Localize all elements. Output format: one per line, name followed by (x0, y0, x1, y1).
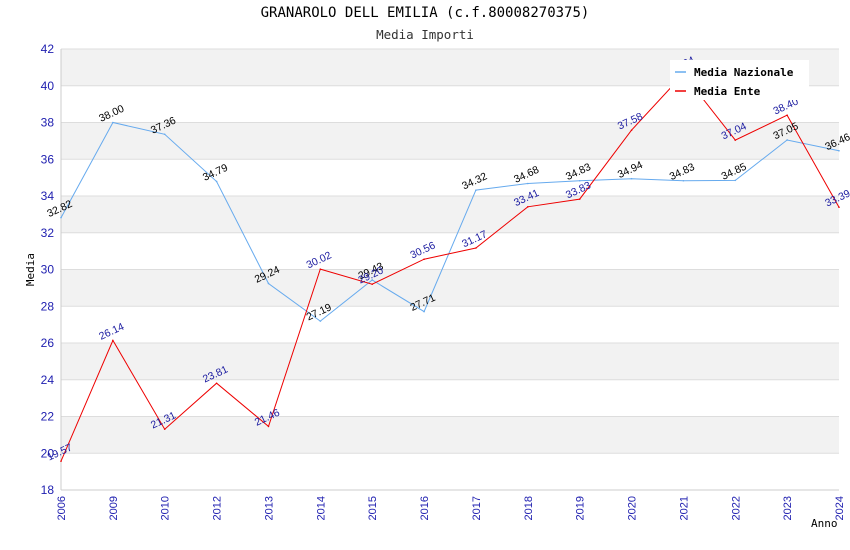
legend-box (670, 60, 809, 100)
x-tick-label: 2019 (575, 496, 587, 520)
data-point (215, 382, 218, 385)
data-point (578, 198, 581, 200)
data-point (112, 121, 114, 124)
data-point (163, 133, 166, 136)
x-tick-label: 2015 (367, 496, 379, 520)
x-tick-label: 2012 (212, 496, 224, 520)
y-tick-label: 30 (41, 263, 55, 277)
x-tick-label: 2018 (523, 496, 535, 520)
y-tick-label: 36 (41, 152, 55, 166)
grid-band (61, 269, 839, 307)
y-tick-label: 40 (41, 79, 55, 93)
x-tick-label: 2017 (471, 496, 483, 520)
chart-subtitle: Media Importi (376, 27, 474, 42)
series-line (60, 121, 840, 322)
series-line (60, 73, 840, 462)
data-point (475, 247, 477, 249)
data-point (682, 179, 685, 182)
data-label: 30.56 (408, 239, 437, 261)
x-tick-label: 2013 (263, 496, 275, 520)
data-point (786, 139, 788, 141)
data-point (423, 258, 425, 261)
grid-band (61, 343, 839, 380)
y-tick-label: 22 (41, 410, 55, 424)
y-tick-label: 26 (41, 336, 55, 350)
data-point (371, 283, 374, 286)
data-label: 30.02 (305, 249, 334, 271)
grid-band (61, 122, 839, 160)
data-label: 38.00 (97, 103, 126, 125)
y-tick-label: 34 (41, 189, 55, 203)
x-tick-label: 2009 (108, 496, 120, 520)
x-tick-label: 2024 (834, 496, 846, 520)
data-label: 34.85 (720, 161, 749, 183)
data-point (423, 310, 425, 313)
y-axis-label: Media (24, 253, 37, 286)
grid-band (61, 416, 839, 454)
y-tick-label: 32 (41, 226, 55, 240)
data-point (734, 179, 737, 182)
data-point (475, 189, 477, 191)
x-tick-label: 2016 (419, 496, 431, 520)
data-label: 34.68 (512, 164, 541, 186)
data-label: 34.83 (564, 161, 593, 183)
data-point (578, 179, 581, 182)
data-point (371, 279, 374, 281)
x-tick-label: 2022 (730, 496, 742, 520)
data-point (319, 320, 322, 322)
x-tick-label: 2021 (678, 496, 690, 520)
x-tick-label: 2014 (315, 496, 327, 520)
x-axis-label: Anno (811, 517, 838, 530)
y-tick-label: 20 (41, 446, 55, 460)
x-tick-label: 2010 (160, 496, 172, 520)
y-tick-label: 24 (41, 373, 55, 387)
data-label: 34.83 (668, 161, 697, 183)
data-label: 19.57 (45, 441, 74, 463)
data-point (60, 460, 62, 462)
data-label: 26.14 (97, 321, 126, 343)
data-point (215, 180, 218, 183)
grid-band (61, 196, 839, 233)
x-tick-label: 2020 (627, 496, 639, 520)
data-point (319, 268, 322, 270)
y-tick-label: 42 (41, 42, 55, 56)
data-point (163, 428, 166, 430)
legend-label: Media Ente (694, 85, 761, 98)
data-point (630, 177, 633, 180)
chart-title: GRANAROLO DELL EMILIA (c.f.80008270375) (260, 5, 590, 21)
y-tick-label: 28 (41, 299, 55, 313)
y-tick-label: 38 (41, 116, 55, 130)
data-point (267, 425, 270, 428)
data-label: 34.94 (616, 159, 645, 181)
data-point (267, 282, 270, 285)
data-point (786, 114, 788, 116)
x-tick-label: 2023 (782, 496, 794, 520)
data-point (527, 206, 529, 208)
y-tick-label: 18 (41, 483, 55, 497)
data-point (630, 129, 633, 132)
data-point (60, 216, 62, 219)
data-point (112, 339, 114, 342)
data-point (734, 139, 737, 141)
legend-label: Media Nazionale (694, 66, 794, 79)
data-point (838, 206, 840, 209)
x-tick-label: 2006 (56, 496, 68, 520)
data-point (527, 182, 529, 185)
data-point (838, 149, 840, 152)
